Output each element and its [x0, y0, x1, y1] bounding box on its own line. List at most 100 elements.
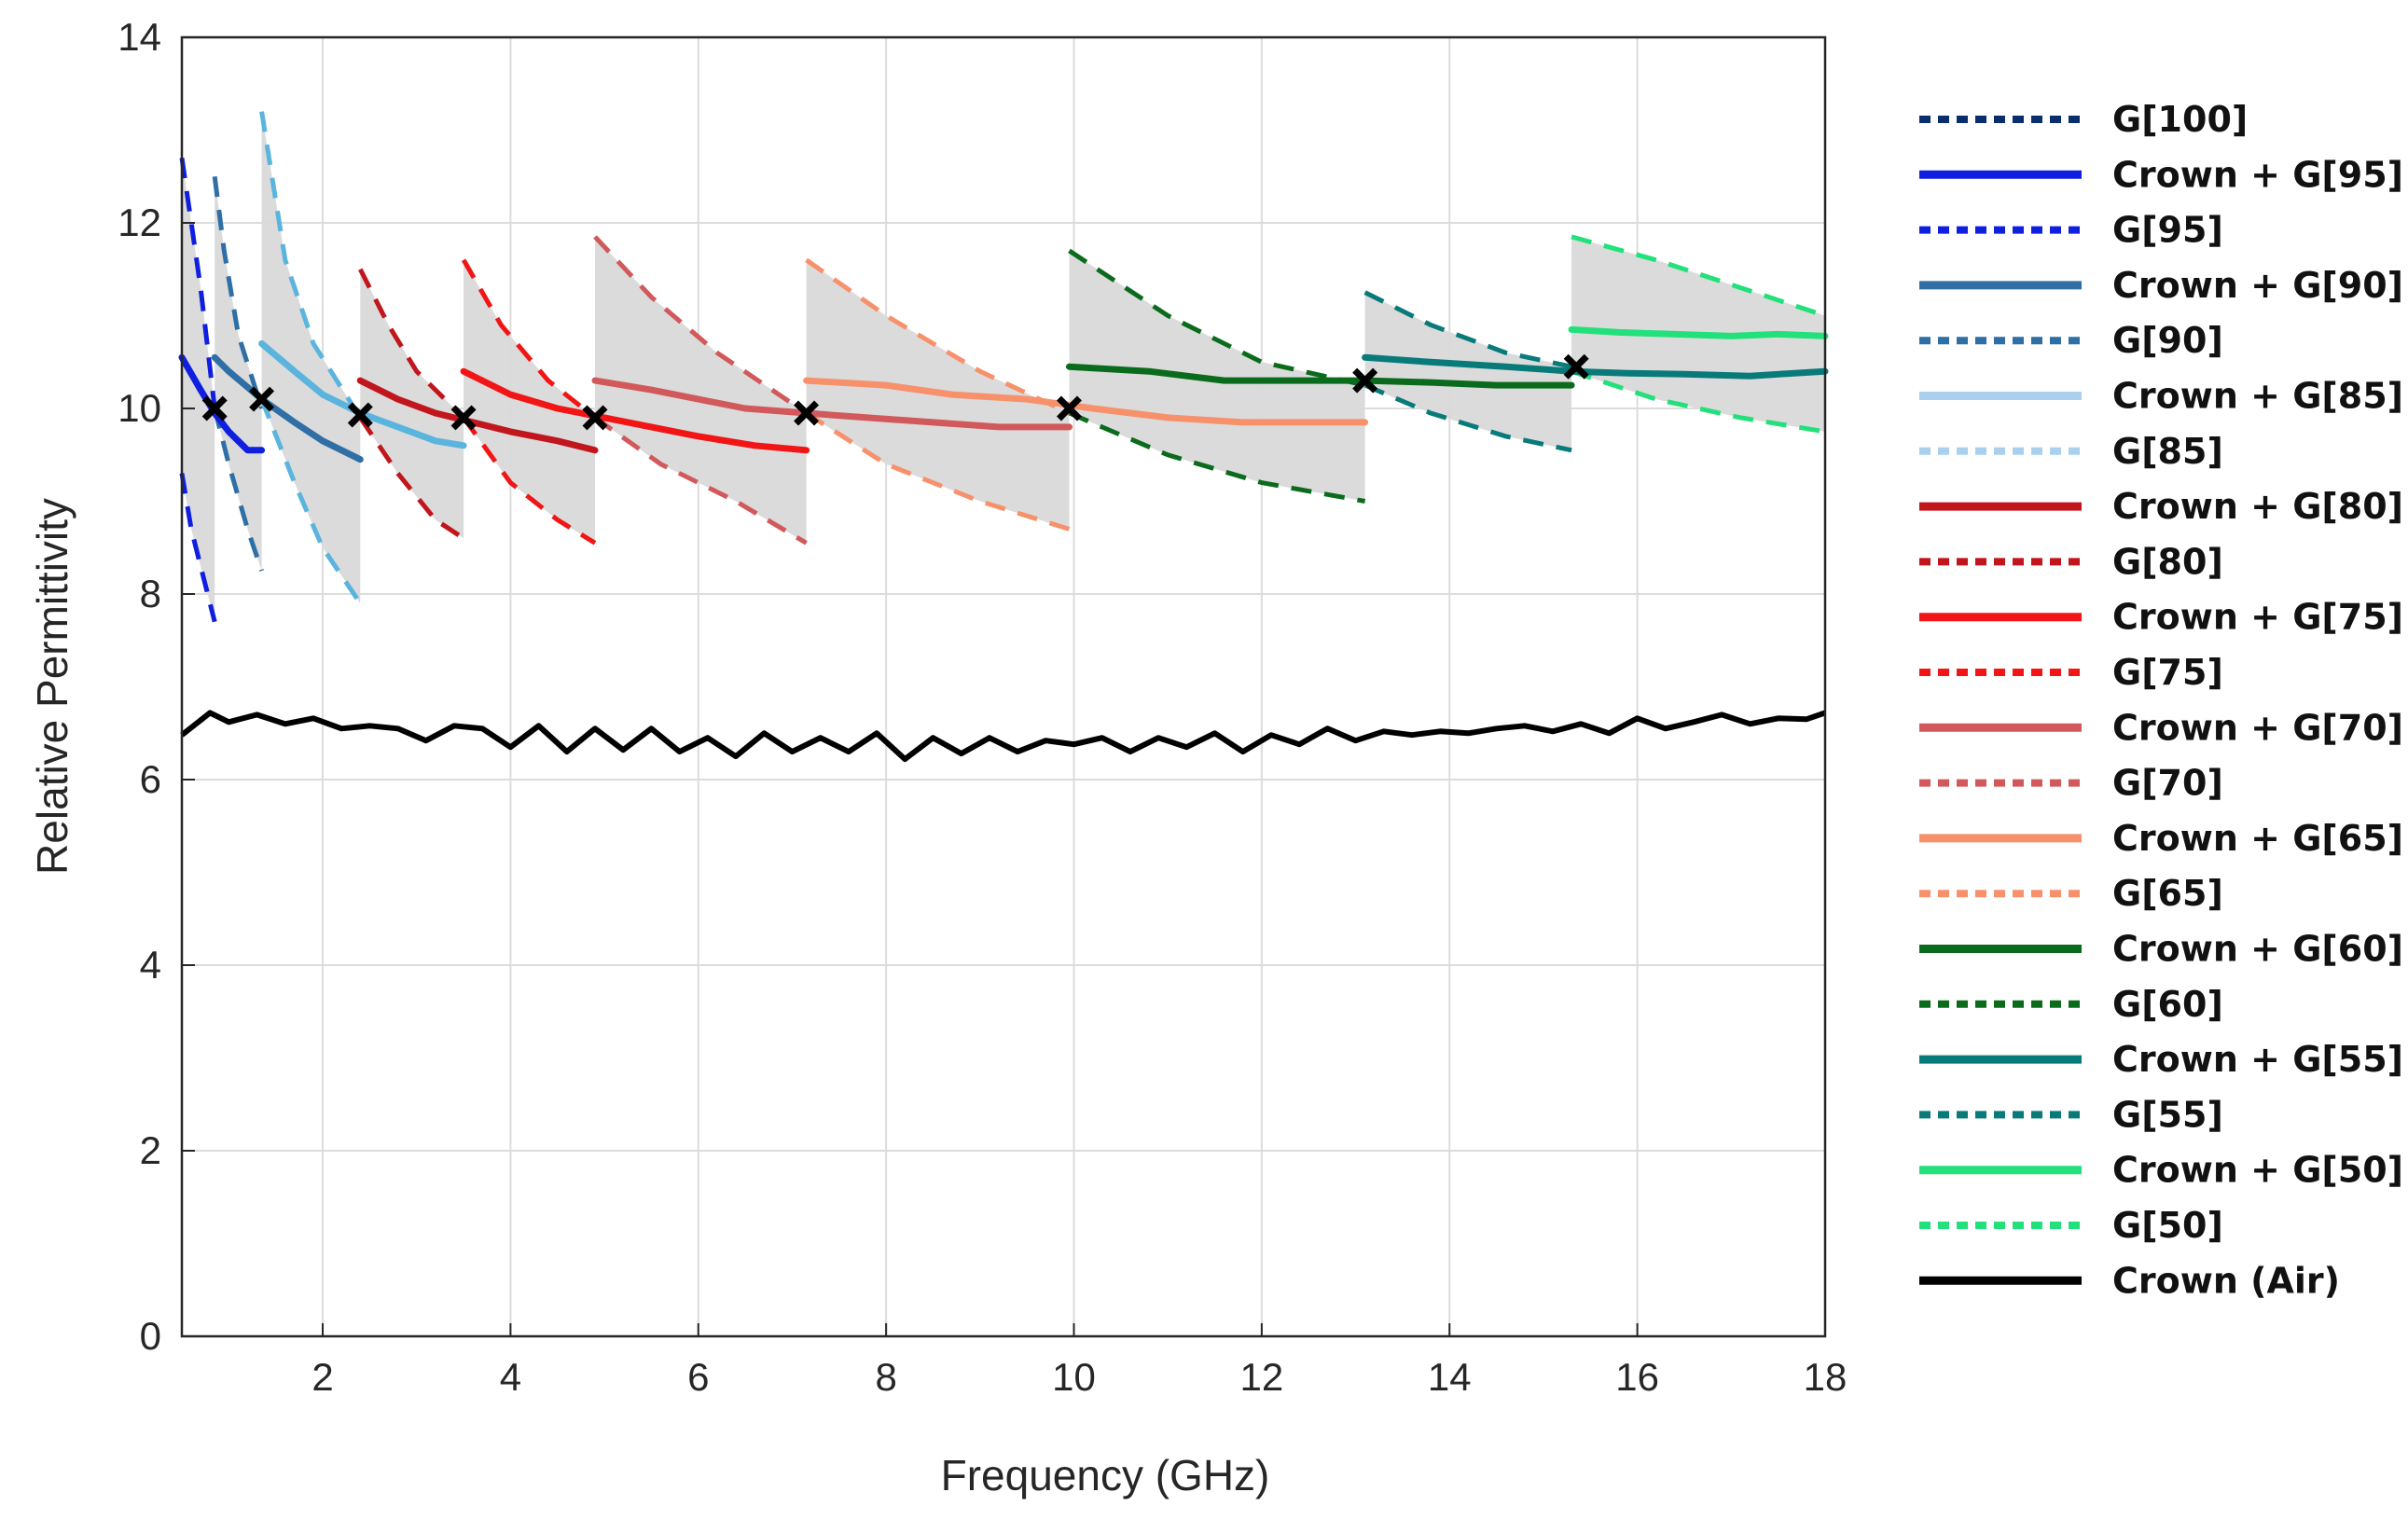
y-tick-label: 0	[140, 1314, 161, 1358]
legend-item: G[60]	[1919, 984, 2223, 1025]
legend-item: Crown + G[95]	[1919, 154, 2403, 195]
crossover-marker	[450, 405, 477, 431]
x-tick-label: 6	[687, 1355, 709, 1399]
upper-bound-line	[805, 257, 1071, 416]
crossover-marker	[249, 386, 275, 412]
y-tick-label: 4	[140, 943, 161, 987]
legend-label: G[60]	[2112, 984, 2223, 1025]
legend-item: G[85]	[1919, 431, 2223, 472]
plot-area	[182, 37, 1825, 1336]
lower-bound-line	[1571, 368, 1826, 435]
upper-bound-line	[593, 235, 809, 416]
legend-item: G[80]	[1919, 541, 2223, 582]
legend-label: G[50]	[2112, 1205, 2223, 1246]
legend-label: G[65]	[2112, 873, 2223, 914]
crossover-marker	[1563, 353, 1589, 380]
crown-series-line	[1362, 353, 1829, 380]
legend-label: Crown + G[50]	[2112, 1150, 2403, 1191]
x-tick-label: 18	[1804, 1355, 1848, 1399]
legend-item: Crown + G[80]	[1919, 486, 2403, 527]
marker-stroke	[1057, 395, 1082, 421]
legend-label: G[85]	[2112, 431, 2223, 472]
air-line	[180, 710, 1826, 763]
axis-ticks: 2 4 6 8 10 12 14 16 18 0 2 4 6 8 10 12 14	[118, 15, 1847, 1399]
x-tick-label: 8	[875, 1355, 896, 1399]
legend-label: Crown + G[60]	[2112, 929, 2403, 970]
legend-label: G[80]	[2112, 541, 2223, 582]
legend-label: G[90]	[2112, 320, 2223, 361]
upper-bound-line	[358, 268, 465, 420]
upper-bound-line	[1571, 234, 1826, 318]
legend-label: Crown + G[90]	[2112, 265, 2403, 306]
crown-series-line	[460, 367, 810, 454]
crossover-marker	[201, 395, 228, 421]
marker-stroke	[1563, 353, 1589, 380]
legend-label: G[95]	[2112, 210, 2223, 251]
crossover-marker	[582, 405, 608, 431]
legend-item: G[65]	[1919, 873, 2223, 914]
uncertainty-band	[595, 236, 807, 544]
y-tick-label: 8	[140, 572, 161, 615]
upper-bound-line	[1363, 290, 1572, 369]
legend-label: Crown + G[80]	[2112, 486, 2403, 527]
legend-item: G[55]	[1919, 1094, 2223, 1135]
legend-item: Crown + G[70]	[1919, 707, 2403, 748]
legend-label: G[55]	[2112, 1094, 2223, 1135]
x-tick-label: 2	[311, 1355, 333, 1399]
legend-label: Crown + G[95]	[2112, 154, 2403, 195]
lower-bound-line	[179, 473, 217, 623]
y-axis-title: Relative Permittivity	[28, 498, 76, 875]
lower-bound-line	[805, 410, 1071, 532]
legend-label: Crown + G[65]	[2112, 818, 2403, 859]
legend-item: G[70]	[1919, 763, 2223, 804]
legend-label: Crown + G[55]	[2112, 1039, 2403, 1080]
lower-bound-line	[462, 416, 597, 546]
uncertainty-band	[261, 111, 361, 604]
legend-item: Crown + G[55]	[1919, 1039, 2403, 1080]
legend-item: Crown + G[50]	[1919, 1150, 2403, 1191]
legend: G[100] Crown + G[95] G[95] Crown + G[90] G[9…	[1919, 99, 2403, 1301]
lower-bound-line	[593, 415, 808, 546]
x-tick-label: 16	[1615, 1355, 1659, 1399]
marker-stroke	[347, 402, 373, 428]
legend-item: G[50]	[1919, 1205, 2223, 1246]
marker-stroke	[201, 395, 228, 421]
x-tick-label: 4	[500, 1355, 521, 1399]
legend-item: Crown + G[65]	[1919, 818, 2403, 859]
bound-lines	[179, 111, 1826, 623]
x-tick-label: 14	[1428, 1355, 1472, 1399]
crown-air-line	[180, 710, 1826, 763]
lower-bound-line	[1068, 410, 1366, 504]
upper-bound-line	[461, 258, 597, 420]
y-tick-label: 6	[140, 757, 161, 801]
crossover-marker	[347, 402, 373, 428]
marker-stroke	[794, 400, 820, 426]
legend-label: G[70]	[2112, 763, 2223, 804]
crown-series-line	[1066, 363, 1575, 389]
x-tick-label: 10	[1052, 1355, 1096, 1399]
upper-bound-line	[212, 175, 264, 409]
legend-label: Crown + G[70]	[2112, 707, 2403, 748]
legend-label: Crown + G[75]	[2112, 597, 2403, 638]
uncertainty-band	[1069, 250, 1365, 502]
legend-label: Crown (Air)	[2112, 1260, 2340, 1301]
crossover-marker	[1352, 367, 1378, 394]
lower-bound-line	[212, 408, 264, 572]
crown-series-line	[356, 377, 599, 454]
uncertainty-band	[215, 176, 262, 572]
lower-bound-line	[1363, 382, 1572, 453]
upper-bound-line	[259, 111, 363, 420]
legend-item: Crown + G[75]	[1919, 597, 2403, 638]
legend-label: Crown + G[85]	[2112, 376, 2403, 417]
uncertainty-band	[1364, 292, 1572, 450]
legend-item: Crown + G[90]	[1919, 265, 2403, 306]
marker-stroke	[1352, 367, 1378, 394]
y-tick-label: 14	[118, 15, 161, 59]
crossover-marker	[1057, 395, 1082, 421]
legend-label: G[100]	[2112, 99, 2248, 140]
legend-item: G[95]	[1919, 210, 2223, 251]
crown-series-line	[211, 353, 364, 463]
legend-item: G[75]	[1919, 652, 2223, 693]
crown-series-line	[1568, 325, 1829, 339]
